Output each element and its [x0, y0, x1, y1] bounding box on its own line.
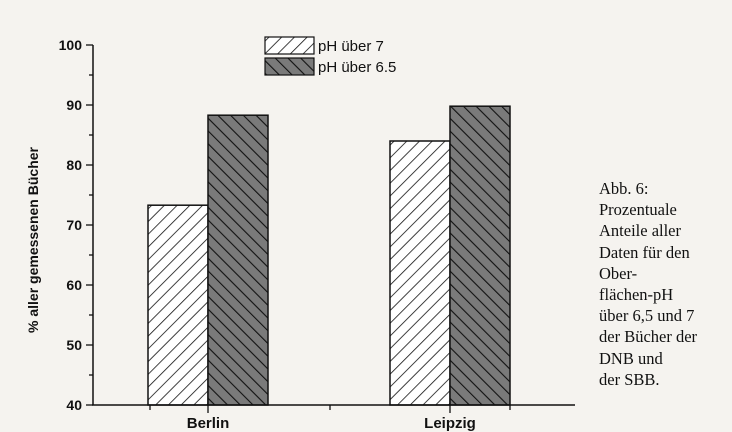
- bar-chart: pH über 7 pH über 6.5 40 50 60 70 80 90 100 Be…: [25, 36, 575, 432]
- legend-swatch-series-1: [264, 36, 315, 55]
- y-tick-label: 40: [66, 397, 82, 413]
- bar-leipzig-series-1: [389, 140, 451, 406]
- y-axis-label: % aller gemessenen Bücher: [25, 146, 41, 333]
- caption-line: Anteile aller: [599, 221, 682, 241]
- bar-berlin-series-1: [147, 204, 209, 406]
- y-tick-label: 60: [66, 277, 82, 293]
- y-tick-label: 90: [66, 97, 82, 113]
- y-tick-label: 70: [66, 217, 82, 233]
- legend-label-series-2: pH über 6.5: [318, 59, 396, 76]
- y-tick-label: 80: [66, 157, 82, 173]
- y-tick-label: 100: [59, 37, 83, 53]
- caption-line: der SBB.: [599, 369, 660, 389]
- x-tick-label: Leipzig: [424, 415, 476, 432]
- bar-leipzig-series-2: [449, 105, 511, 406]
- legend: pH über 7 pH über 6.5: [264, 36, 396, 76]
- caption-line: DNB und: [599, 348, 663, 368]
- bar-berlin-series-2: [207, 114, 269, 406]
- caption-line: Prozentuale: [599, 200, 677, 220]
- figure-caption: Abb. 6: Prozentuale Anteile aller Daten …: [599, 178, 731, 390]
- caption-line: flächen-pH: [599, 285, 674, 305]
- legend-label-series-1: pH über 7: [318, 38, 384, 55]
- caption-line: der Bücher der: [599, 327, 698, 347]
- caption-line: Ober-: [599, 263, 638, 283]
- caption-line: Daten für den: [599, 242, 690, 262]
- y-tick-label: 50: [66, 337, 82, 353]
- caption-line: Abb. 6:: [599, 179, 649, 198]
- caption-line: über 6,5 und 7: [599, 306, 695, 326]
- x-tick-label: Berlin: [187, 415, 230, 432]
- legend-swatch-series-2: [264, 57, 315, 76]
